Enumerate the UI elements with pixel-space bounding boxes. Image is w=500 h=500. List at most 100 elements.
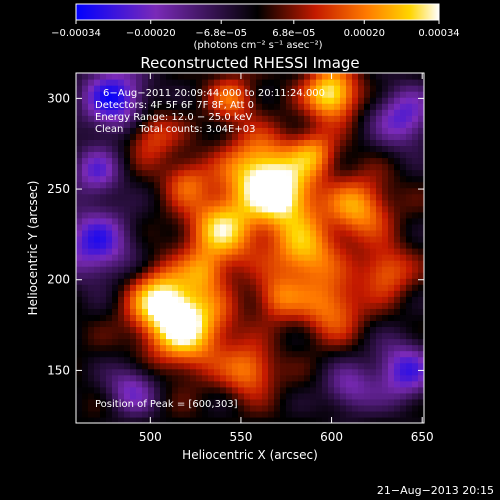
heatmap-cell bbox=[94, 133, 101, 140]
heatmap-cell bbox=[142, 217, 149, 225]
heatmap-cell bbox=[166, 79, 173, 86]
heatmap-cell bbox=[106, 284, 113, 291]
heatmap-cell bbox=[208, 121, 215, 128]
heatmap-cell bbox=[328, 157, 335, 165]
heatmap-cell bbox=[304, 97, 311, 104]
heatmap-cell bbox=[124, 97, 131, 104]
heatmap-cell bbox=[190, 151, 197, 159]
heatmap-cell bbox=[274, 350, 281, 358]
heatmap-cell bbox=[256, 115, 263, 122]
heatmap-cell bbox=[190, 145, 197, 153]
heatmap-cell bbox=[292, 290, 299, 297]
heatmap-cell bbox=[190, 217, 197, 225]
heatmap-cell bbox=[196, 266, 203, 273]
heatmap-cell bbox=[388, 314, 395, 322]
heatmap-cell bbox=[202, 73, 209, 80]
heatmap-cell bbox=[148, 308, 155, 315]
heatmap-cell bbox=[322, 73, 329, 80]
heatmap-cell bbox=[292, 380, 299, 388]
heatmap-cell bbox=[376, 193, 383, 201]
heatmap-cell bbox=[196, 145, 203, 153]
heatmap-cell bbox=[130, 248, 137, 255]
heatmap-cell bbox=[172, 416, 179, 423]
heatmap-cell bbox=[220, 374, 227, 382]
heatmap-cell bbox=[226, 199, 233, 207]
heatmap-cell bbox=[136, 404, 143, 412]
heatmap-cell bbox=[256, 145, 263, 153]
heatmap-cell bbox=[130, 85, 137, 92]
heatmap-cell bbox=[400, 211, 407, 219]
heatmap-cell bbox=[88, 241, 95, 249]
heatmap-cell bbox=[268, 211, 275, 219]
heatmap-cell bbox=[214, 344, 221, 352]
heatmap-cell bbox=[172, 350, 179, 358]
heatmap-cell bbox=[400, 350, 407, 358]
heatmap-cell bbox=[364, 326, 371, 334]
heatmap-cell bbox=[394, 145, 401, 153]
heatmap-cell bbox=[310, 73, 317, 80]
heatmap-cell bbox=[220, 133, 227, 140]
heatmap-cell bbox=[130, 217, 137, 225]
heatmap-cell bbox=[358, 404, 365, 412]
heatmap-cell bbox=[274, 380, 281, 388]
heatmap-cell bbox=[244, 314, 251, 322]
heatmap-cell bbox=[232, 350, 239, 358]
heatmap-cell bbox=[106, 248, 113, 255]
heatmap-cell bbox=[376, 181, 383, 189]
heatmap-cell bbox=[142, 97, 149, 104]
heatmap-cell bbox=[364, 320, 371, 328]
heatmap-cell bbox=[256, 260, 263, 267]
heatmap-cell bbox=[292, 296, 299, 303]
heatmap-cell bbox=[400, 229, 407, 237]
heatmap-cell bbox=[250, 338, 257, 346]
heatmap-cell bbox=[316, 392, 323, 400]
heatmap-cell bbox=[232, 133, 239, 140]
colorbar-gradient bbox=[76, 4, 439, 20]
heatmap-cell bbox=[304, 187, 311, 195]
heatmap-cell bbox=[418, 205, 424, 213]
heatmap-cell bbox=[322, 109, 329, 116]
heatmap-cell bbox=[346, 193, 353, 201]
heatmap-cell bbox=[208, 338, 215, 346]
heatmap-cell bbox=[190, 211, 197, 219]
heatmap-cell bbox=[136, 392, 143, 400]
heatmap-cell bbox=[370, 410, 377, 418]
heatmap-cell bbox=[262, 139, 269, 147]
heatmap-cell bbox=[328, 344, 335, 352]
heatmap-cell bbox=[178, 79, 185, 86]
heatmap-cell bbox=[244, 163, 251, 171]
heatmap-cell bbox=[340, 278, 347, 285]
heatmap-cell bbox=[334, 416, 341, 423]
heatmap-cell bbox=[382, 235, 389, 243]
heatmap-cell bbox=[364, 163, 371, 171]
heatmap-cell bbox=[364, 175, 371, 183]
x-axis: 500 550 600 650 bbox=[139, 73, 434, 444]
heatmap-cell bbox=[88, 103, 95, 110]
heatmap-cell bbox=[370, 73, 377, 80]
heatmap-cell bbox=[334, 187, 341, 195]
heatmap-cell bbox=[82, 284, 89, 291]
heatmap-cell bbox=[226, 91, 233, 98]
heatmap-cell bbox=[328, 338, 335, 346]
heatmap-cell bbox=[334, 284, 341, 291]
heatmap-cell bbox=[88, 73, 95, 80]
heatmap-cell bbox=[106, 290, 113, 297]
heatmap-cell bbox=[190, 296, 197, 303]
heatmap-cell bbox=[346, 314, 353, 322]
heatmap-cell bbox=[244, 254, 251, 261]
heatmap-cell bbox=[148, 187, 155, 195]
heatmap-cell bbox=[148, 404, 155, 412]
heatmap-cell bbox=[322, 374, 329, 382]
heatmap-cell bbox=[112, 374, 119, 382]
heatmap-cell bbox=[238, 139, 245, 147]
heatmap-cell bbox=[274, 308, 281, 315]
heatmap-cell bbox=[400, 85, 407, 92]
heatmap-cell bbox=[118, 362, 125, 370]
heatmap-cell bbox=[358, 248, 365, 255]
heatmap-cell bbox=[358, 169, 365, 177]
heatmap-cell bbox=[142, 199, 149, 207]
heatmap-cell bbox=[268, 193, 275, 201]
heatmap-cell bbox=[76, 416, 83, 423]
heatmap-cell bbox=[76, 91, 83, 98]
heatmap-cell bbox=[364, 121, 371, 128]
